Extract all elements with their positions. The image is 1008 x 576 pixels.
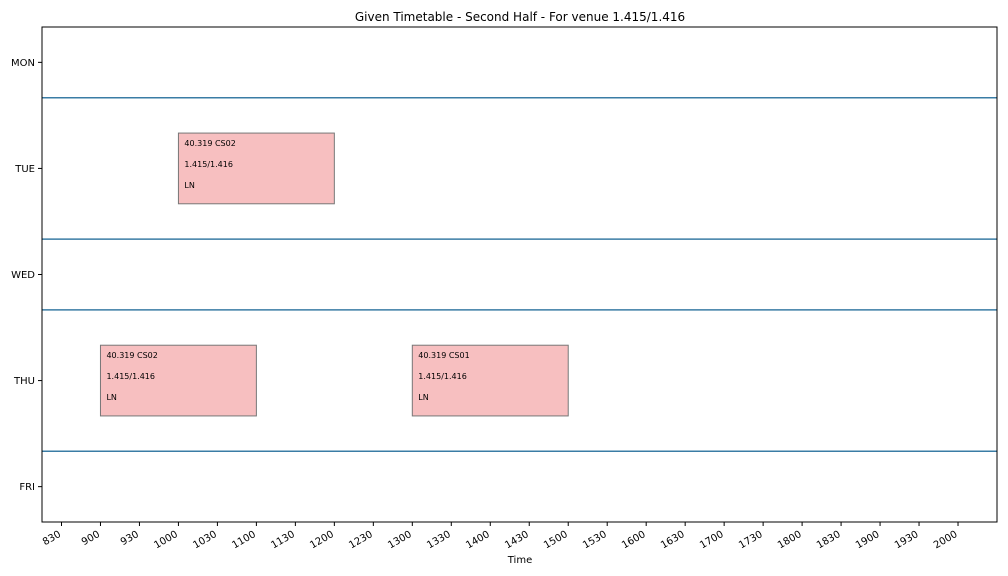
x-tick-label: 1530 xyxy=(581,529,609,551)
event-text-line: 40.319 CS01 xyxy=(418,351,469,360)
x-tick-label: 1830 xyxy=(815,529,843,551)
event-text-line: 1.415/1.416 xyxy=(184,160,233,169)
plot-area-frame xyxy=(41,26,998,523)
x-tick-label: 1500 xyxy=(542,529,570,551)
x-tick-label: 1930 xyxy=(893,529,921,551)
event-text-line: 1.415/1.416 xyxy=(106,372,155,381)
event-text-line: 40.319 CS02 xyxy=(106,351,157,360)
x-axis-label: Time xyxy=(507,555,532,566)
event-block[interactable]: 40.319 CS02 1.415/1.416 LN xyxy=(177,132,335,205)
event-text-line: LN xyxy=(106,393,116,402)
x-tick-label: 1330 xyxy=(425,529,453,551)
x-tick-label: 1300 xyxy=(386,529,414,551)
event-block[interactable]: 40.319 CS01 1.415/1.416 LN xyxy=(411,344,569,417)
event-text-line: 40.319 CS02 xyxy=(184,139,235,148)
day-separators xyxy=(42,96,997,453)
x-tick-label: 1630 xyxy=(659,529,687,551)
x-axis-ticks: 830 900 930 1000 1030 1100 1130 1200 1230 1300 133… xyxy=(41,522,960,551)
x-tick-label: 930 xyxy=(119,529,141,548)
x-tick-label: 900 xyxy=(80,529,102,548)
x-tick-label: 2000 xyxy=(932,529,960,551)
event-block[interactable]: 40.319 CS02 1.415/1.416 LN xyxy=(99,344,257,417)
x-tick-label: 1200 xyxy=(308,529,336,551)
x-tick-label: 1400 xyxy=(464,529,492,551)
x-tick-label: 1600 xyxy=(620,529,648,551)
y-axis-ticks: MON TUE WED THU FRI xyxy=(11,58,42,493)
x-tick-label: 1130 xyxy=(269,529,297,551)
x-tick-label: 1000 xyxy=(152,529,180,551)
event-text-line: 1.415/1.416 xyxy=(418,372,467,381)
event-text-line: LN xyxy=(184,181,194,190)
y-tick-label: FRI xyxy=(19,482,35,493)
y-tick-label: TUE xyxy=(14,164,35,175)
x-tick-label: 1430 xyxy=(503,529,531,551)
y-tick-label: THU xyxy=(13,376,35,387)
x-tick-label: 830 xyxy=(41,529,63,548)
event-rect xyxy=(177,132,335,205)
event-rect xyxy=(99,344,257,417)
event-blocks: 40.319 CS02 1.415/1.416 LN 40.319 CS02 1.415… xyxy=(99,132,569,417)
x-tick-label: 1100 xyxy=(230,529,258,551)
x-tick-label: 1730 xyxy=(737,529,765,551)
x-tick-label: 1800 xyxy=(776,529,804,551)
x-tick-label: 1030 xyxy=(191,529,219,551)
event-text-line: LN xyxy=(418,393,428,402)
event-rect xyxy=(411,344,569,417)
x-tick-label: 1900 xyxy=(854,529,882,551)
chart-title: Given Timetable - Second Half - For venu… xyxy=(355,10,685,24)
y-tick-label: WED xyxy=(11,270,35,281)
x-tick-label: 1700 xyxy=(698,529,726,551)
x-tick-label: 1230 xyxy=(347,529,375,551)
y-tick-label: MON xyxy=(11,58,35,69)
